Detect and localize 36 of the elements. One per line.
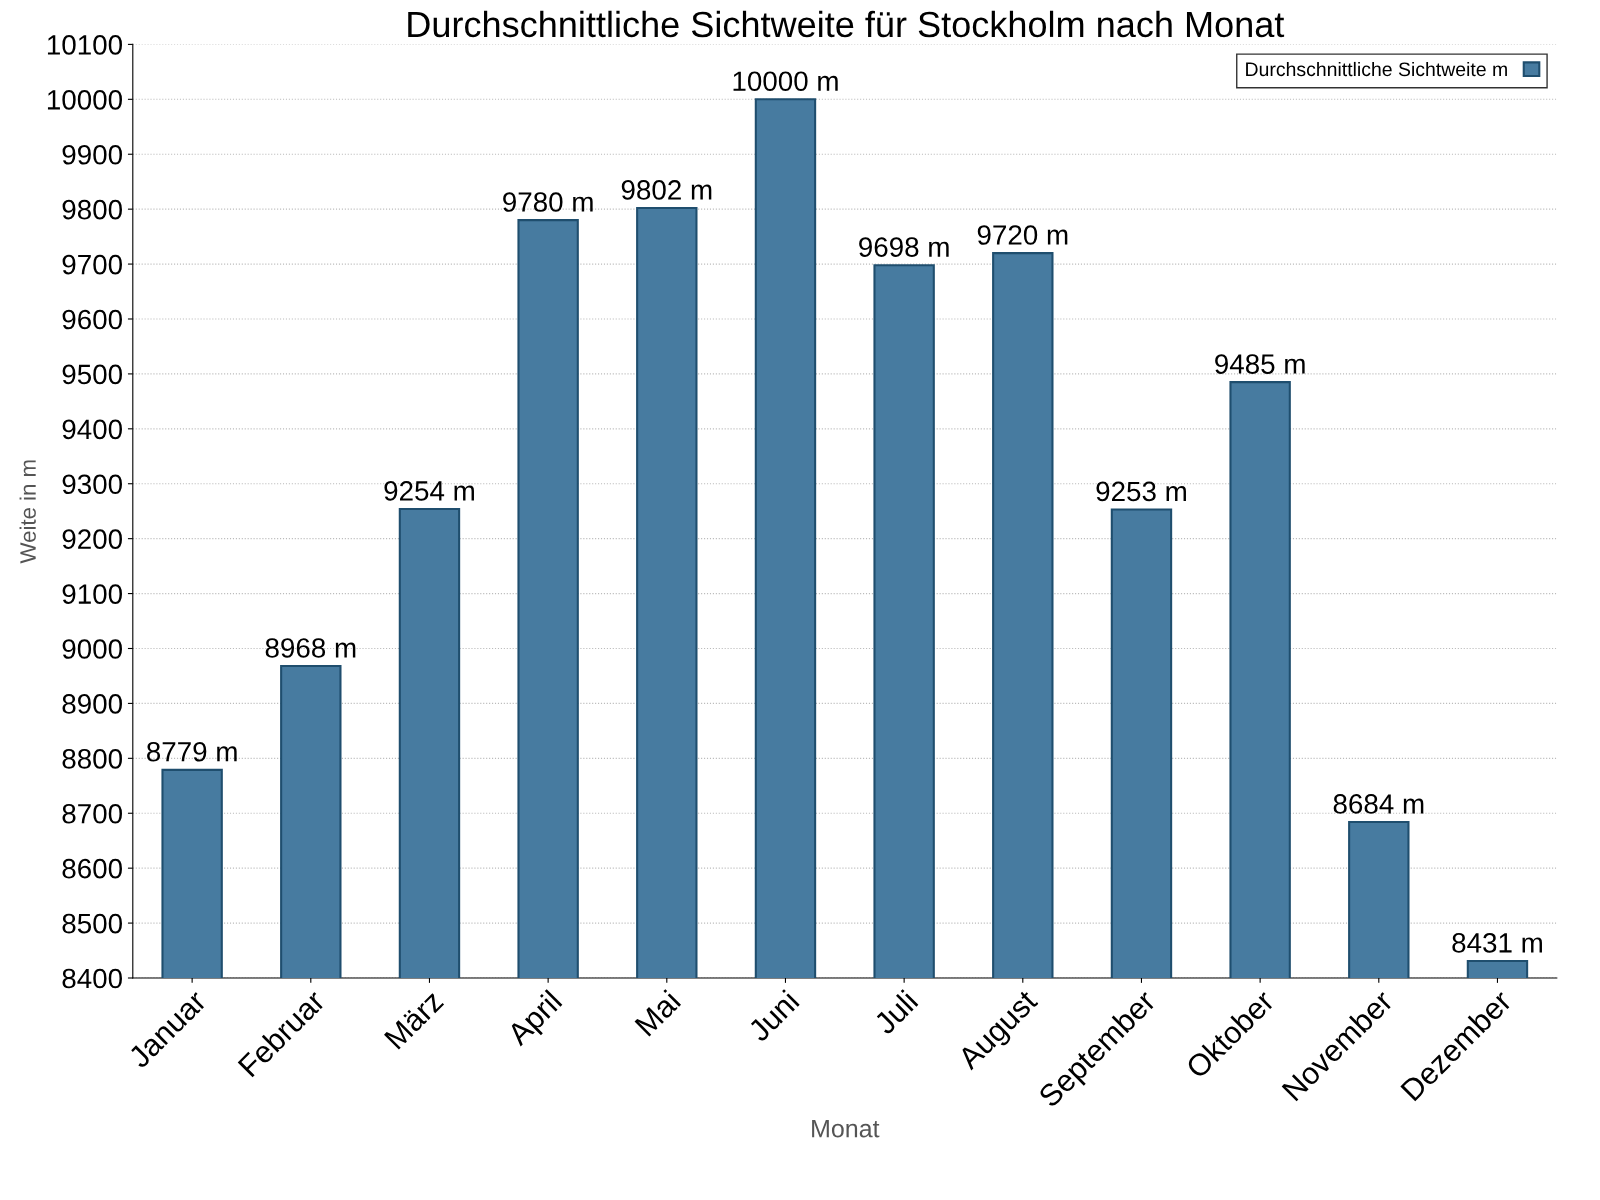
y-tick-label: 9200 [62,529,122,549]
x-tick-label: Mai [633,989,682,1037]
y-tick-label: 9600 [62,309,122,330]
y-tick-label: 9400 [62,419,122,440]
x-axis-title: Monat [812,1120,880,1138]
y-tick-label: 8600 [62,858,122,879]
y-tick-label: 8500 [62,913,122,934]
data-label: 9802 m [621,180,712,200]
data-label: 9253 m [1096,481,1186,502]
y-tick-label: 10100 [47,35,122,55]
data-label: 9780 m [503,192,593,212]
legend-label: Durchschnittliche Sichtweite m [1246,61,1507,77]
data-label: 8431 m [1452,933,1542,953]
data-label: 9720 m [977,225,1068,245]
y-tick-label: 9700 [62,254,122,275]
y-tick-label: 10000 [47,89,122,110]
x-tick-label: Juli [872,989,919,1036]
y-tick-label: 9900 [62,144,122,165]
y-tick-label: 9500 [62,364,122,385]
y-tick-label: 8700 [62,803,122,824]
data-label: 9254 m [384,481,474,501]
y-tick-label: 9000 [62,639,122,659]
data-label: 9485 m [1215,354,1305,374]
data-label: 8968 m [265,638,356,658]
y-tick-label: 8400 [62,968,122,989]
y-tick-label: 9800 [62,199,122,220]
y-axis-title: Weite in m [19,460,36,564]
data-label: 8684 m [1333,794,1424,814]
y-tick-label: 9100 [62,584,122,604]
data-label: 9698 m [859,237,949,257]
data-label: 8779 m [147,741,237,762]
y-tick-label: 8800 [62,749,122,769]
y-tick-label: 9300 [62,474,122,495]
chart-title: Durchschnittliche Sichtweite für Stockholm nach Monat [408,10,1285,38]
data-label: 10000 m [733,71,838,92]
y-tick-label: 8900 [62,694,122,714]
